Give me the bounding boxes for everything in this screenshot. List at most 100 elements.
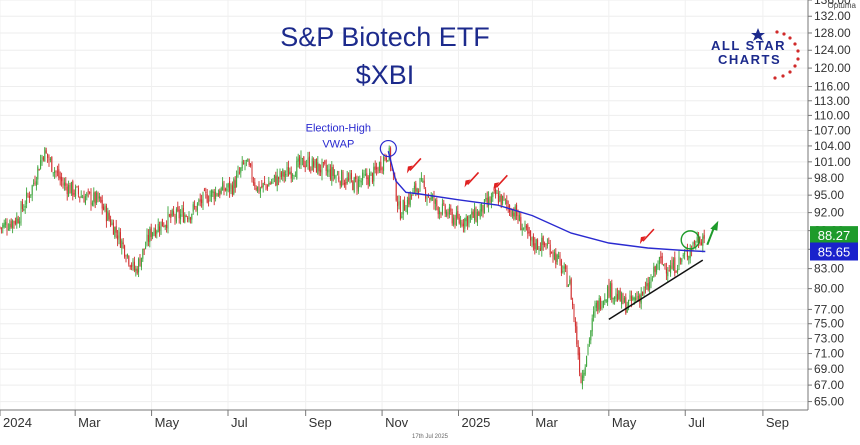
candle-body <box>306 164 308 166</box>
candle-body <box>448 207 450 215</box>
candle-body <box>471 211 473 215</box>
candle-body <box>257 186 259 192</box>
optuma-brand: Optuma <box>827 1 856 10</box>
candle-body <box>27 194 29 196</box>
candle-body <box>40 160 42 169</box>
candle-body <box>216 193 218 196</box>
candle-body <box>619 290 621 302</box>
candle-body <box>19 221 21 224</box>
candle-body <box>163 226 165 227</box>
candle-body <box>521 228 523 231</box>
candle-body <box>238 172 240 174</box>
candle-body <box>177 206 179 211</box>
candle-body <box>406 199 408 213</box>
candle-body <box>289 171 291 175</box>
candle-body <box>117 235 119 240</box>
vwap-value-box <box>810 242 858 261</box>
candle-body <box>236 174 238 187</box>
candle-body <box>152 232 154 237</box>
candle-body <box>336 174 338 176</box>
candle-body <box>474 208 476 221</box>
candle-body <box>496 191 498 194</box>
candle-body <box>320 169 322 173</box>
candle-body <box>348 178 350 180</box>
candle-body <box>114 227 116 237</box>
candle-body <box>145 246 147 249</box>
candle-body <box>160 221 162 234</box>
candle-body <box>112 222 114 235</box>
candle-body <box>674 257 676 274</box>
candle-body <box>157 223 159 232</box>
candle-body <box>184 214 186 223</box>
candle-body <box>520 217 522 231</box>
y-tick-label: 98.00 <box>814 171 844 185</box>
candle-body <box>247 159 249 162</box>
candle-body <box>572 301 574 306</box>
breakout-arrowhead-icon <box>710 220 719 231</box>
candle-body <box>254 182 256 187</box>
candle-body <box>33 182 35 184</box>
candle-body <box>84 196 86 204</box>
candle-body <box>231 185 233 195</box>
candle-body <box>688 255 690 260</box>
candle-body <box>384 154 386 160</box>
y-tick-label: 71.00 <box>814 347 844 361</box>
candle-body <box>265 184 267 186</box>
candle-body <box>202 192 204 206</box>
red-arrowhead-icon <box>406 165 413 174</box>
candle-body <box>679 258 681 260</box>
candle-body <box>153 230 155 235</box>
candle-body <box>476 211 478 223</box>
candle-body <box>605 299 607 303</box>
candle-body <box>678 256 680 267</box>
candle-body <box>436 199 438 207</box>
election-high-vwap-label: Election-High <box>306 123 371 135</box>
candle-body <box>271 182 273 184</box>
y-tick-label: 136.00 <box>814 0 851 7</box>
candle-body <box>233 179 235 195</box>
x-tick-label: Jul <box>231 415 248 430</box>
candle-body <box>667 272 669 277</box>
candle-body <box>495 188 497 196</box>
candle-body <box>636 295 638 299</box>
candle-body <box>30 194 32 196</box>
candle-body <box>359 180 361 182</box>
candle-body <box>264 181 266 183</box>
candle-body <box>194 206 196 207</box>
x-tick-label: May <box>155 415 180 430</box>
candle-body <box>6 224 8 230</box>
candle-body <box>283 171 285 178</box>
candle-body <box>124 245 126 257</box>
candle-body <box>649 281 651 290</box>
candle-body <box>62 183 64 186</box>
candle-body <box>420 178 422 180</box>
candle-body <box>12 220 14 229</box>
red-arrow-icon <box>495 174 508 188</box>
candle-body <box>110 219 112 226</box>
candle-body <box>201 199 203 204</box>
candle-body <box>629 294 631 299</box>
candle-body <box>54 170 56 173</box>
candle-body <box>341 170 343 187</box>
candle-body <box>657 266 659 268</box>
candle-body <box>381 168 383 170</box>
candle-body <box>502 195 504 204</box>
candle-body <box>296 160 298 179</box>
candle-body <box>251 164 253 180</box>
candle-body <box>314 159 316 166</box>
candle-body <box>700 242 702 246</box>
candle-body <box>345 182 347 185</box>
candle-body <box>142 248 144 259</box>
candle-body <box>523 227 525 229</box>
candle-body <box>377 168 379 173</box>
candle-body <box>317 162 319 174</box>
candle-body <box>681 258 683 262</box>
candle-body <box>189 217 191 220</box>
candle-body <box>531 237 533 242</box>
candle-body <box>23 208 25 211</box>
candle-body <box>13 221 15 223</box>
candle-body <box>409 193 411 206</box>
candle-body <box>628 299 630 309</box>
candle-body <box>464 218 466 229</box>
